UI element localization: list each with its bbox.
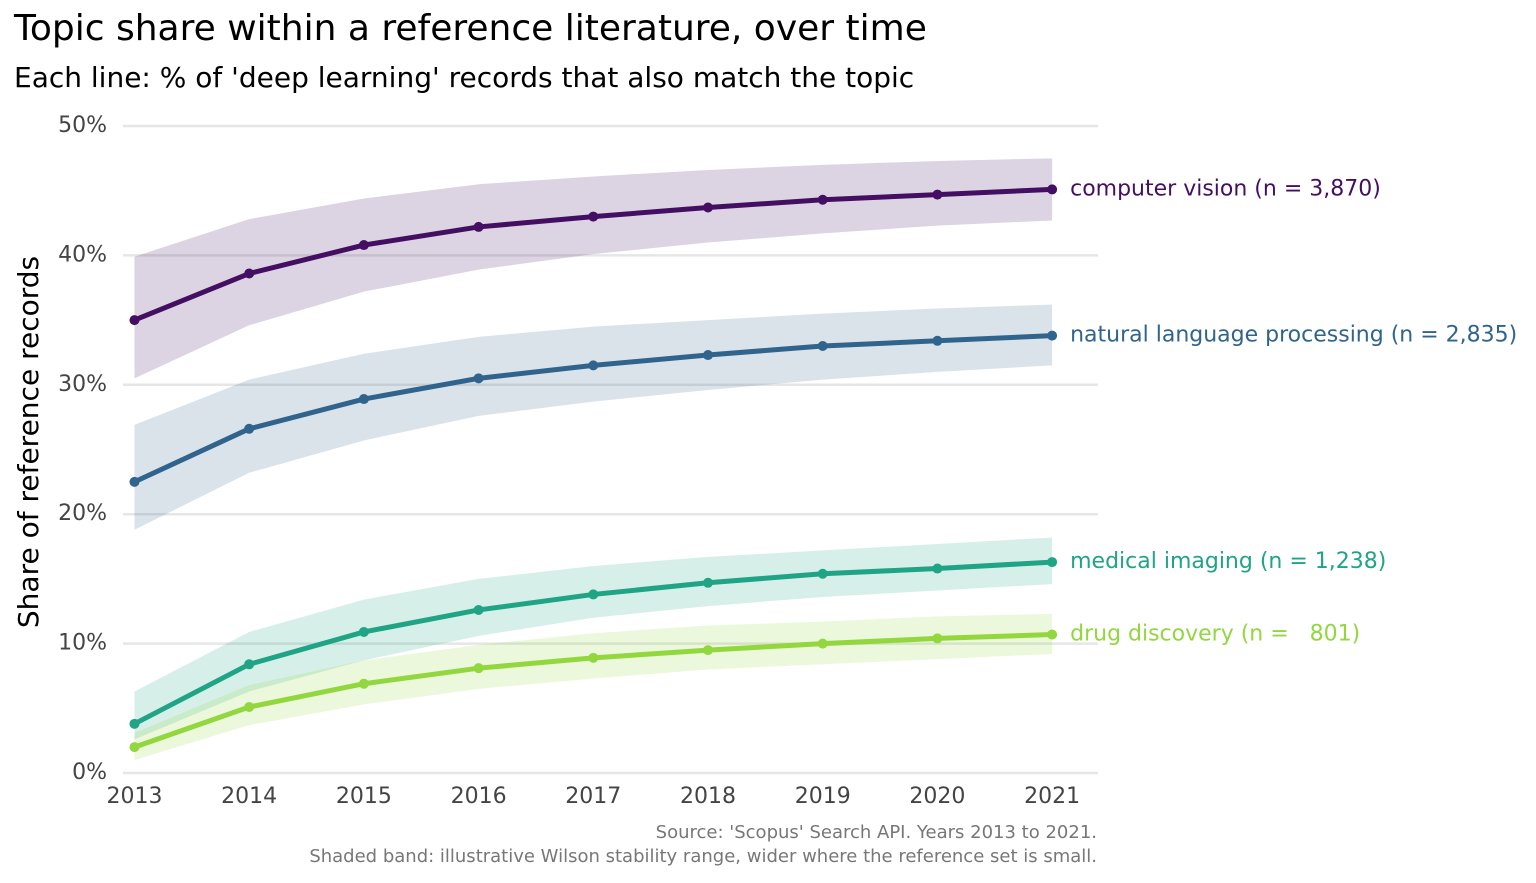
point xyxy=(703,645,713,656)
point xyxy=(358,394,369,405)
series-label: medical imaging (n = 1,238) xyxy=(1070,549,1386,574)
point xyxy=(1047,330,1058,341)
point xyxy=(703,577,713,588)
point xyxy=(358,626,369,637)
point xyxy=(817,194,828,205)
point xyxy=(703,202,713,213)
point xyxy=(588,589,599,600)
y-tick-label: 50% xyxy=(58,113,107,138)
point xyxy=(932,633,943,644)
point xyxy=(244,423,255,434)
y-axis-label: Share of reference records xyxy=(12,256,45,628)
series-label: computer vision (n = 3,870) xyxy=(1070,176,1381,201)
point xyxy=(473,221,484,232)
point xyxy=(1047,184,1058,195)
point xyxy=(588,360,599,371)
point xyxy=(473,663,484,674)
chart-subtitle: Each line: % of 'deep learning' records … xyxy=(14,61,914,94)
point xyxy=(588,211,599,222)
point xyxy=(129,315,140,326)
point xyxy=(244,659,255,670)
band xyxy=(134,537,1053,740)
x-tick-label: 2018 xyxy=(680,784,736,809)
y-tick-label: 40% xyxy=(58,242,107,267)
band xyxy=(134,158,1053,379)
caption: Source: 'Scopus' Search API. Years 2013 … xyxy=(656,822,1097,843)
y-tick-label: 20% xyxy=(58,501,107,526)
y-tick-label: 0% xyxy=(72,760,107,785)
chart-title: Topic share within a reference literatur… xyxy=(13,8,927,49)
x-tick-label: 2019 xyxy=(795,784,851,809)
point xyxy=(1047,629,1058,640)
x-tick-label: 2014 xyxy=(221,784,277,809)
x-tick-label: 2017 xyxy=(565,784,621,809)
band xyxy=(134,613,1053,761)
point xyxy=(817,340,828,351)
x-tick-label: 2020 xyxy=(909,784,965,809)
point xyxy=(473,604,484,615)
y-tick-label: 30% xyxy=(58,372,107,397)
point xyxy=(129,718,140,729)
point xyxy=(473,373,484,384)
point xyxy=(244,268,255,279)
series-label: drug discovery (n = 801) xyxy=(1070,622,1360,647)
caption: Shaded band: illustrative Wilson stabili… xyxy=(309,846,1097,867)
point xyxy=(932,563,943,574)
point xyxy=(932,189,943,200)
x-tick-label: 2021 xyxy=(1024,784,1080,809)
point xyxy=(932,335,943,346)
point xyxy=(358,678,369,689)
point xyxy=(817,638,828,649)
band xyxy=(134,304,1053,530)
y-tick-label: 10% xyxy=(58,631,107,656)
point xyxy=(358,240,369,251)
point xyxy=(244,702,255,713)
point xyxy=(129,742,140,753)
x-tick-label: 2015 xyxy=(336,784,392,809)
point xyxy=(703,350,713,361)
point xyxy=(588,652,599,663)
x-tick-label: 2013 xyxy=(106,784,162,809)
x-tick-label: 2016 xyxy=(451,784,507,809)
point xyxy=(817,568,828,579)
point xyxy=(1047,557,1058,568)
point xyxy=(129,476,140,487)
series-label: natural language processing (n = 2,835) xyxy=(1070,323,1517,348)
